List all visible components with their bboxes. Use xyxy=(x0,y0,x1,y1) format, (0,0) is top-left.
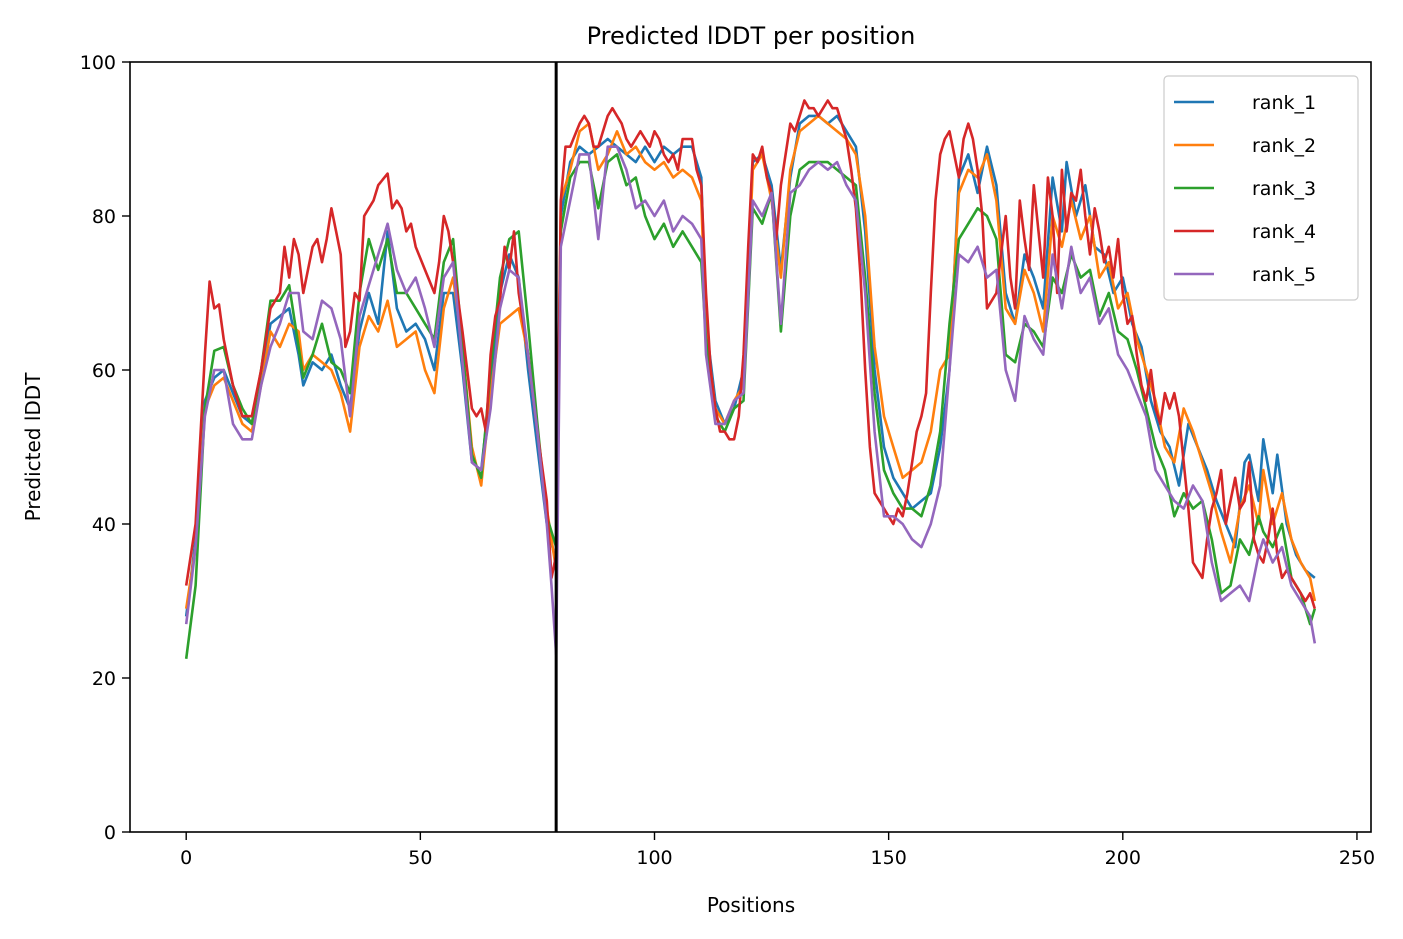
x-tick-label: 150 xyxy=(871,847,907,869)
legend-label-rank-2: rank_2 xyxy=(1252,135,1316,157)
y-tick-label: 80 xyxy=(92,206,116,228)
y-tick-label: 60 xyxy=(92,360,116,382)
x-axis-title: Positions xyxy=(707,893,795,917)
x-tick-label: 50 xyxy=(408,847,432,869)
legend-label-rank-3: rank_3 xyxy=(1252,178,1316,200)
series-line-rank-5 xyxy=(184,145,1317,657)
y-axis-ticks: 0 20 40 60 80 100 xyxy=(80,52,130,844)
axes-frame xyxy=(129,61,1372,833)
y-tick-label: 100 xyxy=(80,52,116,74)
legend-label-rank-5: rank_5 xyxy=(1252,264,1316,286)
y-tick-label: 20 xyxy=(92,668,116,690)
x-tick-label: 200 xyxy=(1105,847,1141,869)
chart-title: Predicted lDDT per position xyxy=(587,22,916,50)
legend: rank_1 rank_2 rank_3 rank_4 rank_5 xyxy=(1163,75,1359,301)
legend-box xyxy=(1163,75,1359,301)
x-tick-label: 100 xyxy=(636,847,672,869)
x-tick-label: 250 xyxy=(1339,847,1375,869)
legend-label-rank-4: rank_4 xyxy=(1252,221,1316,243)
legend-label-rank-1: rank_1 xyxy=(1252,92,1316,114)
y-axis-title: Predicted lDDT xyxy=(21,372,45,522)
series-lines xyxy=(184,99,1317,659)
plot-area xyxy=(129,61,1372,833)
x-tick-label: 0 xyxy=(180,847,192,869)
x-axis-ticks: 0 50 100 150 200 250 xyxy=(180,832,1375,869)
y-tick-label: 0 xyxy=(104,822,116,844)
y-tick-label: 40 xyxy=(92,514,116,536)
series-line-rank-4 xyxy=(184,99,1317,610)
